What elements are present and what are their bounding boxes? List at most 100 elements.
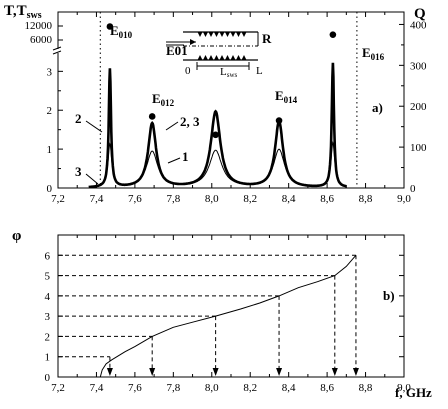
panel-b-xtick-label: 8,4: [282, 382, 296, 394]
inset-e01-label: E01: [166, 43, 188, 58]
panel-b-xtick-label: 7,6: [128, 382, 142, 394]
panel-a-xtick-label: 9,0: [397, 193, 411, 205]
panel-b-xtick-label: 7,2: [51, 382, 65, 394]
panel-b-xtick-label: 7,8: [166, 382, 180, 394]
inset-corrugation-bottom: [219, 55, 225, 60]
guide-arrow: [331, 368, 338, 376]
inset-r-label: R: [262, 31, 272, 46]
panel-b-ytick-label: 0: [45, 372, 51, 384]
panel-a-ytick-right-label: 100: [410, 142, 427, 154]
panel-a-xtick-label: 8,4: [282, 193, 296, 205]
label-e010: E010: [110, 23, 133, 40]
inset-corrugation-bottom: [203, 55, 208, 60]
panel-a-ytick-right-label: 400: [410, 19, 427, 31]
inset-corrugation-bottom: [236, 55, 241, 60]
panel-b-ytick-label: 2: [45, 331, 51, 343]
leader-series-1: [167, 157, 181, 164]
panel-a-xtick-label: 8,6: [320, 193, 334, 205]
panel-a-xtick-label: 8,2: [243, 193, 257, 205]
panel-a-label: a): [372, 100, 383, 115]
q-point: [106, 23, 114, 30]
panel-a-ylabel-right: Q: [414, 6, 426, 22]
panel-a-ytick-left-label: 1: [47, 144, 53, 156]
leader-series-2: [85, 120, 103, 133]
inset-corrugation-top: [219, 32, 225, 37]
panel-a-ytick-right-label: 200: [410, 101, 427, 113]
inset-corrugation-top: [203, 32, 208, 37]
inset-arrow-head: [190, 39, 196, 45]
leader-series-2-3: [165, 121, 179, 131]
inset-zero-label: 0: [185, 65, 191, 77]
inset-corrugation-top: [236, 32, 241, 37]
guide-arrow: [352, 368, 359, 376]
panel-a-ytick-left-label: 3: [47, 66, 53, 78]
panel-a-ytick-left-label: 2: [47, 105, 53, 117]
inset-corrugation-top: [208, 32, 214, 37]
guide-arrow: [276, 368, 283, 376]
panel-b-xtick-label: 8,6: [320, 382, 334, 394]
label-series-1: 1: [182, 149, 189, 164]
label-e014: E014: [275, 88, 298, 105]
inset-corrugation-top: [214, 32, 219, 37]
series-2-3-line: [88, 62, 347, 189]
label-e016: E016: [362, 45, 385, 62]
inset-corrugation-bottom: [208, 55, 214, 60]
panel-a-ylabel-left: T,Tsws: [4, 3, 42, 21]
q-point: [212, 131, 219, 139]
guide-arrow: [149, 368, 156, 376]
panel-a-xtick-label: 7,8: [166, 193, 180, 205]
panel-b-label: b): [383, 288, 395, 303]
q-point: [148, 113, 156, 120]
inset-lsws-label: Lsws: [220, 66, 238, 79]
panel-a-xtick-label: 7,4: [90, 193, 104, 205]
inset-l-label: L: [256, 65, 263, 77]
phase-curve: [99, 254, 357, 378]
panel-a-ytick-left-label: 0: [47, 183, 53, 195]
panel-b-xtick-label: 7,4: [90, 382, 104, 394]
panel-b-ylabel: φ: [12, 228, 21, 244]
panel-b-ytick-label: 6: [45, 250, 51, 262]
panel-a-axis-break-mark: [52, 50, 62, 55]
inset-corrugation-bottom: [225, 55, 230, 60]
panel-a-axis-break-mark: [52, 46, 62, 51]
panel-a-xtick-label: 7,2: [51, 193, 65, 205]
panel-b-frame: [57, 234, 405, 378]
panel-a: 7,2 7,4 7,6 7,8 8,0 8,2 8,4 8,6 8,8 9,00123120006…: [25, 11, 427, 205]
panel-a-ytick-right-label: 0: [410, 183, 416, 195]
panel-b-xtick-label: 8,2: [243, 382, 257, 394]
guide-arrow: [212, 368, 219, 376]
label-series-2-3: 2, 3: [180, 114, 200, 129]
panel-a-xtick-label: 8,0: [205, 193, 219, 205]
guide-arrow: [106, 368, 113, 376]
q-point: [275, 117, 283, 124]
inset-corrugation-bottom: [214, 55, 219, 60]
panel-b-xtick-label: 8,8: [359, 382, 373, 394]
panel-a-ytick-break-label: 12000: [25, 20, 53, 32]
panel-b-xtick-label: 8,0: [205, 382, 219, 394]
inset-corrugation-bottom: [197, 55, 203, 60]
inset-schematic: R E01 0 L Lsws: [166, 31, 272, 79]
panel-b-xlabel: f, GHz: [395, 385, 432, 400]
inset-corrugation-top: [225, 32, 230, 37]
panel-b-ytick-label: 4: [45, 291, 51, 303]
leader-series-3: [85, 173, 99, 185]
inset-corrugation-bottom: [241, 55, 247, 60]
panel-a-ytick-right-label: 300: [410, 60, 427, 72]
series-1-line: [88, 141, 347, 188]
panel-b-ytick-label: 1: [45, 352, 51, 364]
panel-b-xtick-label: 9,0: [397, 382, 411, 394]
panel-a-axis-break-gap: [54, 49, 62, 53]
panel-a-xtick-label: 7,6: [128, 193, 142, 205]
label-series-3: 3: [75, 164, 82, 179]
panel-a-ytick-break-label: 6000: [30, 34, 53, 46]
panel-a-xtick-label: 8,8: [359, 193, 373, 205]
label-e012: E012: [152, 91, 175, 108]
label-series-2: 2: [75, 111, 82, 126]
inset-corrugation-top: [230, 32, 236, 37]
panel-b-ytick-label: 3: [45, 311, 51, 323]
inset-corrugation-top: [197, 32, 203, 37]
panel-b-ytick-label: 5: [45, 271, 51, 283]
panel-b: 7,2 7,4 7,6 7,8 8,0 8,2 8,4 8,6 8,8 9,0 0 1 2 3 4 5 6: [45, 234, 411, 394]
inset-corrugation-bottom: [230, 55, 236, 60]
